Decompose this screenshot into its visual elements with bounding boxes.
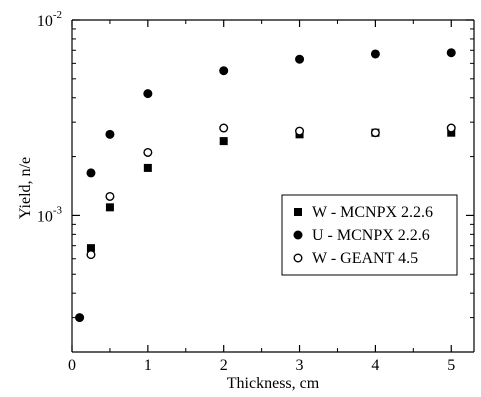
data-markers <box>75 48 456 323</box>
legend-marker <box>293 253 303 263</box>
y-axis-label: Yield, n/e <box>17 157 34 219</box>
data-point <box>143 163 152 172</box>
x-tick-label: 0 <box>68 357 76 374</box>
x-tick-label: 5 <box>447 357 455 374</box>
y-tick-label: 10-3 <box>37 204 63 225</box>
data-point <box>86 244 95 253</box>
legend-label: W - GEANT 4.5 <box>312 250 418 267</box>
data-point <box>370 128 380 138</box>
plot-frame <box>71 19 475 353</box>
data-point <box>143 89 153 99</box>
x-ticks: 0 1 2 3 4 5 <box>68 20 455 374</box>
x-axis-label: Thickness, cm <box>227 375 320 392</box>
legend-label: U - MCNPX 2.2.6 <box>312 227 430 244</box>
data-point <box>295 54 305 64</box>
data-point <box>370 49 380 59</box>
data-point <box>143 147 153 157</box>
data-point <box>447 128 456 137</box>
data-point <box>446 48 456 58</box>
x-tick-label: 1 <box>144 357 152 374</box>
data-point <box>105 191 115 201</box>
legend-label: W - MCNPX 2.2.6 <box>312 204 433 221</box>
x-tick-label: 4 <box>371 357 379 374</box>
data-point <box>219 137 228 146</box>
legend-marker <box>294 208 302 216</box>
legend-entries: W - MCNPX 2.2.6 U - MCNPX 2.2.6 W - GEANT … <box>293 204 433 267</box>
data-point <box>219 123 229 133</box>
data-point <box>105 129 115 139</box>
data-point <box>219 66 229 76</box>
y-tick-label: 10-2 <box>37 9 62 30</box>
y-ticks: 10-3 10-2 <box>37 9 474 353</box>
legend-marker <box>293 230 303 240</box>
x-tick-label: 3 <box>296 357 304 374</box>
legend: W - MCNPX 2.2.6 U - MCNPX 2.2.6 W - GEANT … <box>281 194 458 276</box>
data-point <box>295 126 305 136</box>
data-point <box>446 123 456 133</box>
data-point <box>75 313 85 323</box>
x-tick-label: 2 <box>220 357 228 374</box>
data-point <box>105 203 114 212</box>
data-point <box>86 168 96 178</box>
data-point <box>86 250 96 260</box>
legend-box <box>281 194 458 276</box>
